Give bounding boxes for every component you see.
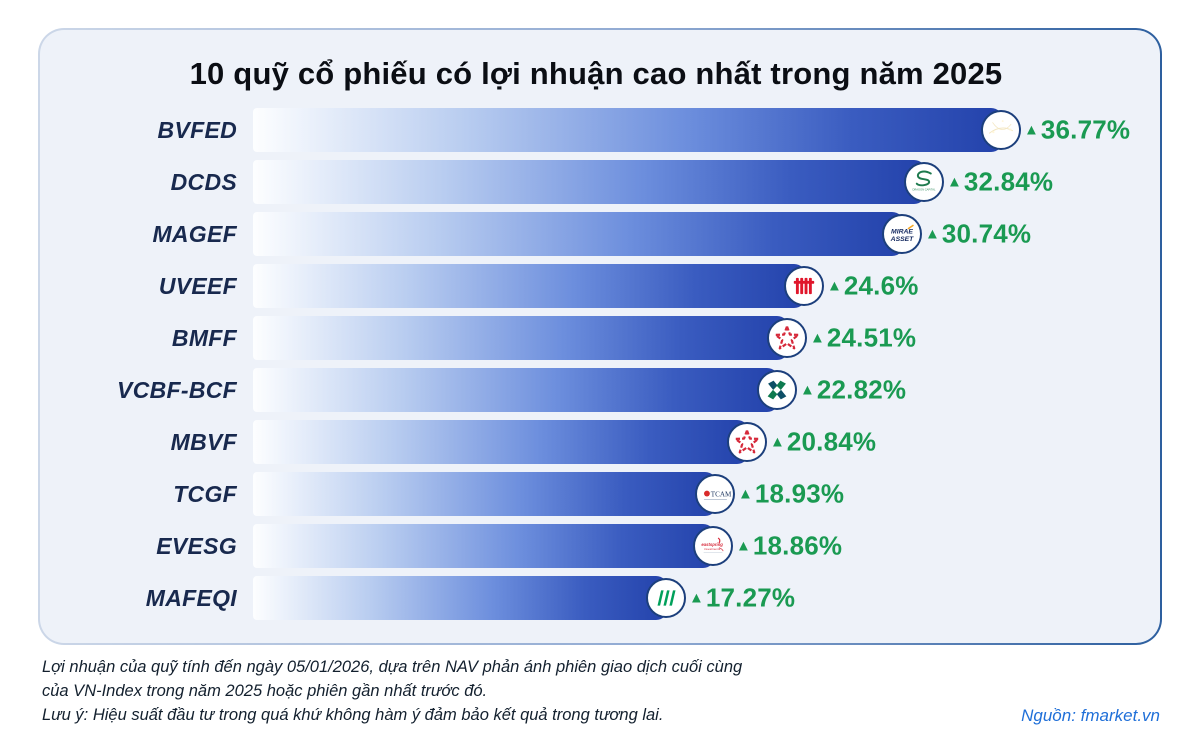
fund-label: TCGF	[173, 480, 237, 507]
fund-bar	[253, 316, 789, 360]
footnote-line-1: Lợi nhuận của quỹ tính đến ngày 05/01/20…	[42, 658, 743, 676]
fund-return: ▲ 18.93%	[738, 479, 844, 510]
fund-row: VCBF-BCF ▲ 22.82%	[56, 368, 1136, 412]
bar-area: ▲ 36.77%	[253, 108, 1136, 152]
infographic-card: 10 quỹ cổ phiếu có lợi nhuận cao nhất tr…	[40, 30, 1160, 643]
fund-bar	[253, 472, 717, 516]
fund-return-value: 30.74%	[941, 218, 1032, 249]
fund-bar	[253, 264, 806, 308]
fund-return: ▲ 17.27%	[689, 583, 795, 614]
up-triangle-icon: ▲	[1024, 121, 1039, 139]
fund-bar	[253, 368, 779, 412]
fund-row: MBVF ▲ 20.84%	[56, 420, 1136, 464]
fund-return: ▲ 30.74%	[925, 219, 1031, 250]
svg-text:investments: investments	[704, 547, 721, 551]
fund-row: DCDS DRAGON CAPITAL ▲ 32.84%	[56, 160, 1136, 204]
bar-area: TCAM ▲ 18.93%	[253, 472, 1136, 516]
fund-bar	[253, 576, 668, 620]
dragon-capital-logo: DRAGON CAPITAL	[904, 162, 944, 202]
fund-bar	[253, 212, 904, 256]
gold-globe-logo	[981, 110, 1021, 150]
fund-return-value: 18.86%	[752, 530, 843, 561]
red-star-outline-logo	[727, 422, 767, 462]
fund-label: MAGEF	[152, 220, 237, 247]
vcbf-cross-logo	[757, 370, 797, 410]
chart-rows: BVFED ▲ 36.77% DCDS DRAGON CAPITAL ▲ 32.…	[56, 108, 1136, 620]
bar-area: ▲ 22.82%	[253, 368, 1136, 412]
up-triangle-icon: ▲	[770, 433, 785, 451]
up-triangle-icon: ▲	[689, 589, 704, 607]
footnotes: Lợi nhuận của quỹ tính đến ngày 05/01/20…	[42, 656, 742, 728]
manulife-bars-logo	[646, 578, 686, 618]
fund-return-value: 24.6%	[843, 270, 919, 301]
fund-return: ▲ 22.82%	[800, 375, 906, 406]
fund-return: ▲ 24.51%	[810, 323, 916, 354]
fund-bar	[253, 160, 926, 204]
fund-row: EVESG eastspring investments ▲ 18.86%	[56, 524, 1136, 568]
fund-return-value: 20.84%	[786, 426, 877, 457]
fund-return-value: 18.93%	[754, 478, 845, 509]
uob-bars-logo	[784, 266, 824, 306]
fund-return: ▲ 32.84%	[947, 167, 1053, 198]
fund-label: MBVF	[170, 428, 237, 455]
fund-row: BMFF ▲ 24.51%	[56, 316, 1136, 360]
up-triangle-icon: ▲	[827, 277, 842, 295]
fund-return-value: 32.84%	[963, 166, 1054, 197]
bar-area: eastspring investments ▲ 18.86%	[253, 524, 1136, 568]
chart-title: 10 quỹ cổ phiếu có lợi nhuận cao nhất tr…	[189, 56, 1003, 91]
fund-label: EVESG	[156, 532, 237, 559]
svg-text:MIRAE: MIRAE	[891, 229, 913, 236]
svg-text:eastspring: eastspring	[701, 542, 723, 547]
fund-bar	[253, 108, 1003, 152]
svg-text:ASSET: ASSET	[890, 236, 915, 243]
tcam-logo: TCAM	[695, 474, 735, 514]
bar-area: ▲ 20.84%	[253, 420, 1136, 464]
up-triangle-icon: ▲	[810, 329, 825, 347]
fund-return: ▲ 18.86%	[736, 531, 842, 562]
svg-text:TCAM: TCAM	[711, 490, 732, 498]
fund-return: ▲ 36.77%	[1024, 115, 1130, 146]
fund-return-value: 36.77%	[1040, 114, 1131, 145]
eastspring-logo: eastspring investments	[693, 526, 733, 566]
red-star-logo	[767, 318, 807, 358]
svg-text:DRAGON CAPITAL: DRAGON CAPITAL	[913, 188, 937, 192]
footnote-line-2: của VN-Index trong năm 2025 hoặc phiên g…	[42, 681, 488, 700]
footnote-line-3: Lưu ý: Hiệu suất đầu tư trong quá khứ kh…	[42, 705, 664, 724]
up-triangle-icon: ▲	[925, 225, 940, 243]
fund-row: TCGF TCAM ▲ 18.93%	[56, 472, 1136, 516]
fund-row: MAFEQI ▲ 17.27%	[56, 576, 1136, 620]
mirae-asset-logo: MIRAE ASSET	[882, 214, 922, 254]
fund-return: ▲ 20.84%	[770, 427, 876, 458]
fund-label: BVFED	[157, 116, 237, 143]
bar-area: ▲ 17.27%	[253, 576, 1136, 620]
bar-area: ▲ 24.6%	[253, 264, 1136, 308]
fund-bar	[253, 420, 749, 464]
fund-return: ▲ 24.6%	[827, 271, 919, 302]
infographic-card-border: 10 quỹ cổ phiếu có lợi nhuận cao nhất tr…	[38, 28, 1162, 645]
fund-return-value: 22.82%	[816, 374, 907, 405]
fund-return-value: 24.51%	[826, 322, 917, 353]
source-link[interactable]: Nguồn: fmarket.vn	[1021, 705, 1160, 725]
fund-label: BMFF	[171, 324, 237, 351]
fund-label: MAFEQI	[145, 584, 237, 611]
fund-bar	[253, 524, 715, 568]
up-triangle-icon: ▲	[738, 485, 753, 503]
fund-return-value: 17.27%	[705, 582, 796, 613]
fund-row: BVFED ▲ 36.77%	[56, 108, 1136, 152]
footer: Lợi nhuận của quỹ tính đến ngày 05/01/20…	[42, 656, 1160, 728]
fund-label: DCDS	[170, 168, 237, 195]
bar-area: DRAGON CAPITAL ▲ 32.84%	[253, 160, 1136, 204]
bar-area: ▲ 24.51%	[253, 316, 1136, 360]
up-triangle-icon: ▲	[800, 381, 815, 399]
fund-row: MAGEF MIRAE ASSET ▲ 30.74%	[56, 212, 1136, 256]
up-triangle-icon: ▲	[947, 173, 962, 191]
fund-label: UVEEF	[158, 272, 237, 299]
fund-label: VCBF-BCF	[117, 376, 237, 403]
fund-row: UVEEF ▲ 24.6%	[56, 264, 1136, 308]
up-triangle-icon: ▲	[736, 537, 751, 555]
bar-area: MIRAE ASSET ▲ 30.74%	[253, 212, 1136, 256]
